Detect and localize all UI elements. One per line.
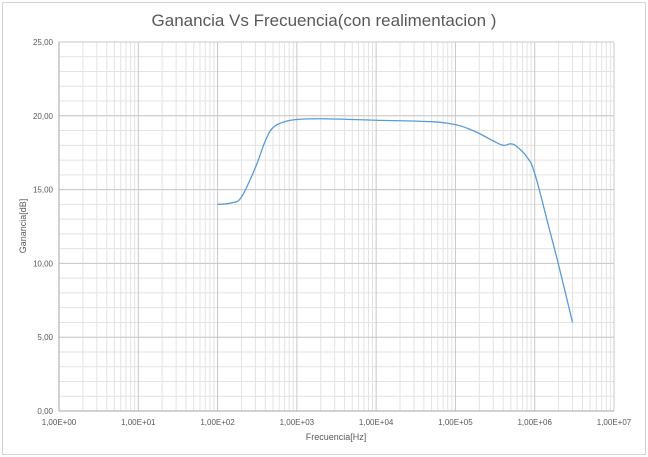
x-tick-label: 1,00E+04 — [359, 418, 394, 427]
series-line — [217, 118, 574, 323]
y-tick-label: 0,00 — [37, 407, 53, 416]
y-axis-label: Ganancia[dB] — [18, 199, 28, 254]
y-tick-labels: 0,00 5,00 10,00 15,00 20,00 25,00 — [33, 38, 54, 416]
x-tick-label: 1,00E+02 — [200, 418, 235, 427]
y-tick-label: 5,00 — [37, 333, 53, 342]
y-tick-label: 20,00 — [33, 112, 54, 121]
x-tick-labels: 1,00E+00 1,00E+01 1,00E+02 1,00E+03 1,00E+04… — [42, 418, 632, 427]
x-tick-label: 1,00E+07 — [597, 418, 632, 427]
x-tick-label: 1,00E+06 — [517, 418, 552, 427]
x-tick-label: 1,00E+05 — [438, 418, 473, 427]
x-tick-label: 1,00E+03 — [280, 418, 315, 427]
x-axis-label: Frecuencia[Hz] — [306, 432, 367, 442]
x-tick-label: 1,00E+00 — [42, 418, 77, 427]
x-tick-label: 1,00E+01 — [121, 418, 156, 427]
series-layer — [217, 118, 574, 323]
grid-minor — [59, 41, 614, 412]
axes — [58, 42, 614, 412]
chart-title: Ganancia Vs Frecuencia(con realimentacio… — [151, 11, 497, 30]
y-tick-label: 10,00 — [33, 259, 54, 268]
y-tick-label: 25,00 — [33, 38, 54, 47]
y-tick-label: 15,00 — [33, 186, 54, 195]
